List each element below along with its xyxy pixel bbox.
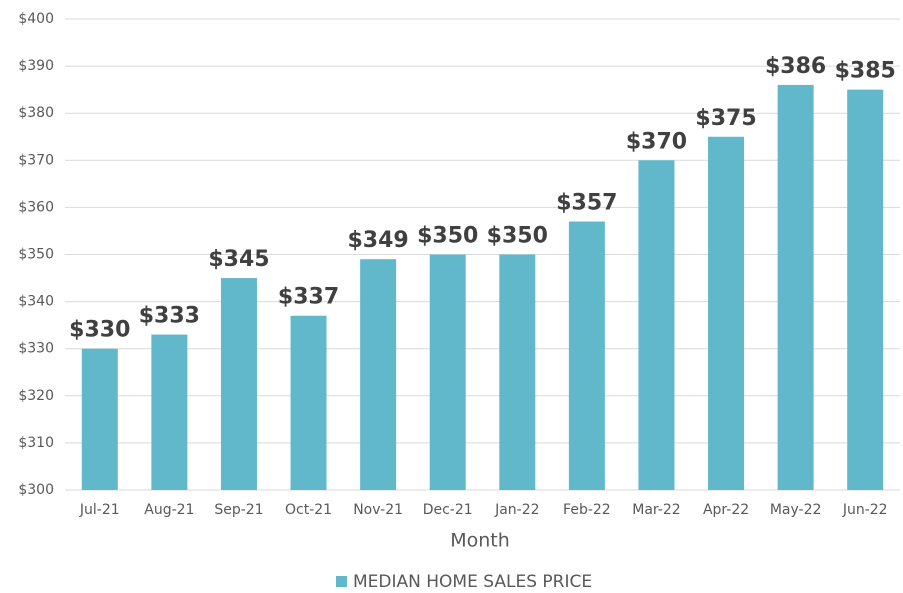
bar [290,315,327,490]
data-label: $370 [626,129,687,154]
bar [360,259,397,490]
x-tick-label: Jun-22 [842,502,888,518]
x-axis-label: Month [450,530,510,552]
y-tick-label: $380 [18,105,54,121]
bar [499,254,536,490]
legend-swatch [336,576,347,587]
x-tick-label: Feb-22 [563,502,611,518]
x-tick-label: May-22 [770,502,822,518]
data-label: $375 [695,106,756,131]
y-tick-label: $310 [18,435,54,451]
x-tick-label: Jul-21 [79,502,120,518]
y-tick-label: $330 [18,341,54,357]
y-tick-label: $300 [18,482,54,498]
bar [220,278,257,490]
data-label: $350 [487,224,548,249]
data-label: $345 [208,247,269,272]
y-tick-label: $390 [18,58,54,74]
x-tick-label: Apr-22 [703,502,749,518]
bar [708,136,745,490]
bar [847,89,884,491]
bar [151,334,188,490]
y-tick-label: $350 [18,247,54,263]
bar [81,348,118,490]
y-tick-label: $360 [18,199,54,215]
bar [638,160,675,491]
x-tick-label: Aug-21 [144,502,194,518]
data-label: $357 [556,191,617,216]
y-tick-label: $340 [18,294,54,310]
data-label: $333 [139,304,200,329]
data-label: $349 [348,228,409,253]
y-tick-label: $370 [18,152,54,168]
data-label: $330 [69,318,130,343]
data-label: $337 [278,285,339,310]
bar [568,221,605,490]
x-tick-label: Sep-21 [214,502,263,518]
x-tick-label: Oct-21 [285,502,332,518]
x-tick-label: Jan-22 [494,502,539,518]
data-label: $350 [417,224,478,249]
legend-label: MEDIAN HOME SALES PRICE [353,572,592,592]
y-tick-label: $400 [18,11,54,27]
data-label: $385 [835,59,896,84]
bar [429,254,466,490]
x-tick-label: Mar-22 [632,502,680,518]
x-tick-label: Nov-21 [353,502,403,518]
data-label: $386 [765,54,826,79]
y-tick-label: $320 [18,388,54,404]
bar [777,84,814,490]
x-tick-label: Dec-21 [423,502,473,518]
